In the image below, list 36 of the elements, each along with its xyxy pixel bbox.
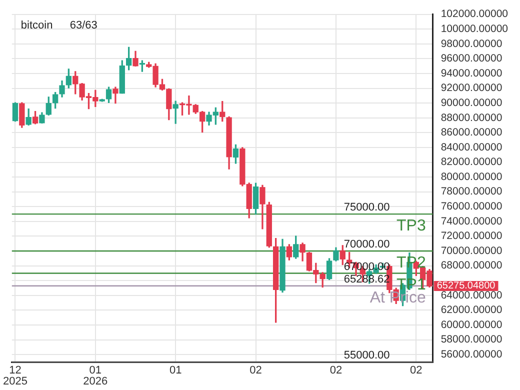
- x-tick-label: 01: [169, 364, 182, 377]
- ref-line-label: 55000.00: [344, 350, 390, 362]
- y-tick-label: 78000.00000: [440, 186, 502, 198]
- y-tick-label: 88000.00000: [440, 112, 502, 124]
- y-tick-label: 62000.00000: [440, 304, 502, 316]
- y-tick-label: 98000.00000: [440, 38, 502, 50]
- y-tick-label: 60000.00000: [440, 318, 502, 331]
- y-tick-label: 82000.00000: [440, 156, 502, 168]
- y-tick-label: 76000.00000: [440, 200, 502, 213]
- y-tick-label: 84000.00000: [440, 141, 502, 154]
- x-tick-label: 02: [330, 364, 342, 377]
- y-tick-label: 86000.00000: [440, 126, 502, 139]
- y-tick-label: 74000.00000: [440, 215, 502, 228]
- ref-line-label: 70000.00: [344, 238, 390, 251]
- ref-line-label: 75000.00: [344, 202, 390, 214]
- y-tick-label: 102000.00000: [440, 8, 508, 20]
- y-tick-label: 92000.00000: [440, 82, 502, 94]
- y-tick-label: 100000.00000: [440, 22, 508, 35]
- y-tick-label: 90000.00000: [440, 96, 502, 109]
- y-tick-label: 68000.00000: [440, 260, 502, 272]
- x-tick-label: 02: [250, 364, 262, 377]
- chart-title: bitcoin: [20, 19, 53, 32]
- x-tick-label: 01 2026: [83, 364, 108, 388]
- y-tick-label: 56000.00000: [440, 348, 502, 360]
- annotation: TP3: [396, 217, 426, 234]
- x-tick-label: 02: [410, 364, 422, 377]
- y-tick-label: 70000.00000: [440, 244, 502, 257]
- y-tick-label: 80000.00000: [440, 170, 502, 183]
- y-tick-label: 72000.00000: [440, 230, 502, 242]
- x-tick-label: 12 2025: [2, 364, 28, 388]
- chart-subtitle: 63/63: [70, 19, 98, 32]
- y-tick-label: 96000.00000: [440, 52, 502, 65]
- y-tick-label: 94000.00000: [440, 67, 502, 80]
- y-tick-label: 58000.00000: [440, 334, 502, 346]
- text: 65275.04800: [436, 280, 496, 292]
- y-tick-label: 64000.00000: [440, 289, 502, 302]
